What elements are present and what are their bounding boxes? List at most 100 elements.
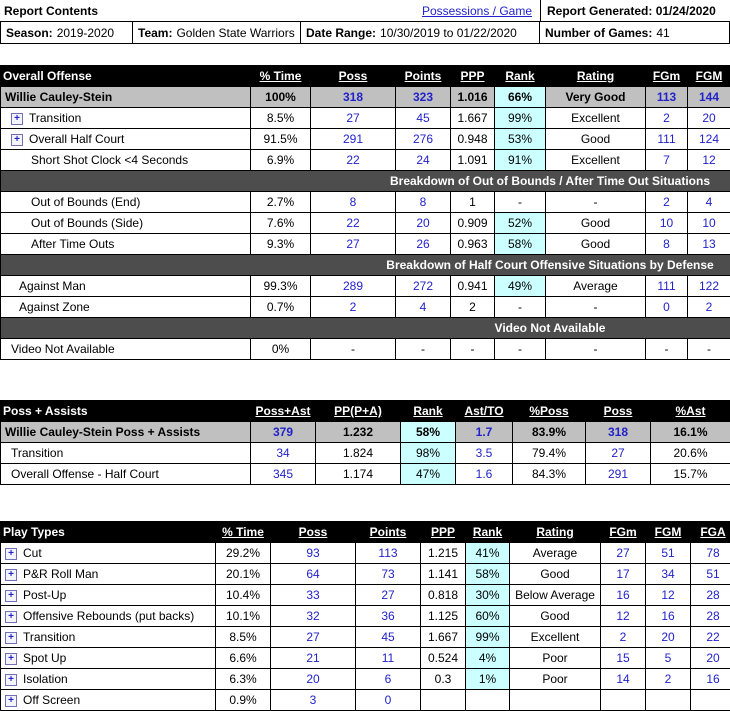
column-header-poss[interactable]: Poss: [585, 400, 651, 422]
column-header-ppp[interactable]: PPP: [450, 65, 495, 87]
stat-link-cell[interactable]: 12: [645, 584, 691, 606]
column-header-points[interactable]: Points: [395, 65, 451, 87]
column-header--time[interactable]: % Time: [215, 521, 271, 543]
stat-link-cell[interactable]: 2: [645, 107, 688, 129]
stat-link-cell[interactable]: 20: [687, 107, 730, 129]
column-header-fgm[interactable]: FGM: [645, 521, 691, 543]
stat-link-cell[interactable]: 16: [690, 668, 730, 690]
column-header-poss[interactable]: Poss: [310, 65, 396, 87]
stat-link-cell[interactable]: 4: [395, 296, 451, 318]
stat-link-cell[interactable]: 12: [600, 605, 646, 627]
stat-link-cell[interactable]: 16: [600, 584, 646, 606]
stat-link-cell[interactable]: 2: [645, 668, 691, 690]
stat-link-cell[interactable]: 27: [270, 626, 356, 648]
stat-link-cell[interactable]: 22: [310, 212, 396, 234]
column-header-ast-to[interactable]: Ast/TO: [455, 400, 513, 422]
stat-link-cell[interactable]: 20: [395, 212, 451, 234]
column-header-rating[interactable]: Rating: [545, 65, 646, 87]
stat-link-cell[interactable]: 16: [645, 605, 691, 627]
column-header-rank[interactable]: Rank: [400, 400, 456, 422]
stat-link-cell[interactable]: 8: [645, 233, 688, 255]
stat-link-cell[interactable]: 34: [645, 563, 691, 585]
stat-link-cell[interactable]: 2: [600, 626, 646, 648]
stat-link-cell[interactable]: 122: [687, 275, 730, 297]
column-header-ppp[interactable]: PPP: [420, 521, 466, 543]
stat-link-cell[interactable]: 21: [270, 647, 356, 669]
stat-link-cell[interactable]: 345: [250, 463, 316, 485]
stat-link-cell[interactable]: 22: [690, 626, 730, 648]
stat-link-cell[interactable]: 111: [645, 275, 688, 297]
stat-link-cell[interactable]: 3: [270, 689, 356, 711]
stat-link-cell[interactable]: 124: [687, 128, 730, 150]
column-header-fgm[interactable]: FGm: [600, 521, 646, 543]
stat-link-cell[interactable]: 51: [645, 542, 691, 564]
stat-link-cell[interactable]: 51: [690, 563, 730, 585]
expand-icon[interactable]: +: [5, 568, 17, 581]
expand-icon[interactable]: +: [5, 694, 17, 707]
stat-link-cell[interactable]: 2: [310, 296, 396, 318]
expand-icon[interactable]: +: [5, 547, 17, 560]
stat-link-cell[interactable]: 289: [310, 275, 396, 297]
stat-link-cell[interactable]: 6: [355, 668, 421, 690]
expand-icon[interactable]: +: [5, 673, 17, 686]
stat-link-cell[interactable]: 0: [645, 296, 688, 318]
stat-link-cell[interactable]: 11: [355, 647, 421, 669]
column-header--time[interactable]: % Time: [250, 65, 311, 87]
stat-link-cell[interactable]: 3.5: [455, 442, 513, 464]
expand-icon[interactable]: +: [5, 652, 17, 665]
stat-link-cell[interactable]: 93: [270, 542, 356, 564]
column-header-rating[interactable]: Rating: [509, 521, 601, 543]
stat-link-cell[interactable]: 318: [310, 86, 396, 108]
stat-link-cell[interactable]: 276: [395, 128, 451, 150]
stat-link-cell[interactable]: 26: [395, 233, 451, 255]
stat-link-cell[interactable]: 20: [645, 626, 691, 648]
stat-link-cell[interactable]: 113: [645, 86, 688, 108]
stat-link-cell[interactable]: 36: [355, 605, 421, 627]
stat-link-cell[interactable]: 73: [355, 563, 421, 585]
column-header-fga[interactable]: FGA: [690, 521, 730, 543]
expand-icon[interactable]: +: [11, 133, 23, 146]
stat-link-cell[interactable]: 8: [395, 191, 451, 213]
column-header-points[interactable]: Points: [355, 521, 421, 543]
expand-icon[interactable]: +: [5, 610, 17, 623]
stat-link-cell[interactable]: 7: [645, 149, 688, 171]
stat-link-cell[interactable]: 2: [687, 296, 730, 318]
stat-link-cell[interactable]: 272: [395, 275, 451, 297]
stat-link-cell[interactable]: 27: [310, 107, 396, 129]
stat-link-cell[interactable]: 27: [585, 442, 651, 464]
stat-link-cell[interactable]: 45: [355, 626, 421, 648]
stat-link-cell[interactable]: 2: [645, 191, 688, 213]
column-header-rank[interactable]: Rank: [494, 65, 546, 87]
expand-icon[interactable]: +: [11, 112, 23, 125]
stat-link-cell[interactable]: 20: [270, 668, 356, 690]
stat-link-cell[interactable]: 0: [355, 689, 421, 711]
stat-link-cell[interactable]: 10: [687, 212, 730, 234]
stat-link-cell[interactable]: 27: [355, 584, 421, 606]
column-header--poss[interactable]: %Poss: [512, 400, 586, 422]
stat-link-cell[interactable]: 17: [600, 563, 646, 585]
stat-link-cell[interactable]: 27: [310, 233, 396, 255]
column-header-fgm[interactable]: FGM: [687, 65, 730, 87]
stat-link-cell[interactable]: 113: [355, 542, 421, 564]
stat-link-cell[interactable]: 1.6: [455, 463, 513, 485]
column-header--ast[interactable]: %Ast: [650, 400, 730, 422]
stat-link-cell[interactable]: 12: [687, 149, 730, 171]
stat-link-cell[interactable]: 34: [250, 442, 316, 464]
stat-link-cell[interactable]: 32: [270, 605, 356, 627]
column-header-fgm[interactable]: FGm: [645, 65, 688, 87]
stat-link-cell[interactable]: 5: [645, 647, 691, 669]
stat-link-cell[interactable]: 379: [250, 421, 316, 443]
possessions-game-link[interactable]: Possessions / Game: [421, 3, 532, 18]
expand-icon[interactable]: +: [5, 589, 17, 602]
stat-link-cell[interactable]: 28: [690, 584, 730, 606]
stat-link-cell[interactable]: 28: [690, 605, 730, 627]
stat-link-cell[interactable]: 15: [600, 647, 646, 669]
stat-link-cell[interactable]: 323: [395, 86, 451, 108]
stat-link-cell[interactable]: 4: [687, 191, 730, 213]
column-header-pp-p-a-[interactable]: PP(P+A): [315, 400, 401, 422]
column-header-poss-ast[interactable]: Poss+Ast: [250, 400, 316, 422]
stat-link-cell[interactable]: 291: [310, 128, 396, 150]
stat-link-cell[interactable]: 78: [690, 542, 730, 564]
stat-link-cell[interactable]: 1.7: [455, 421, 513, 443]
stat-link-cell[interactable]: 8: [310, 191, 396, 213]
